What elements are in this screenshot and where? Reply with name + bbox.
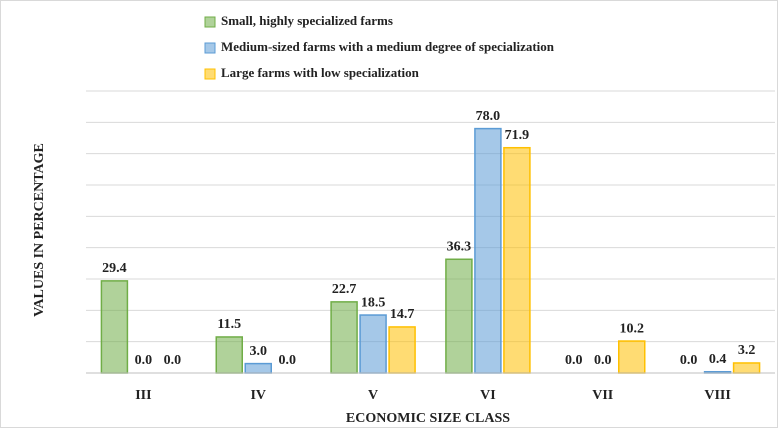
bar	[244, 362, 272, 374]
legend-label: Large farms with low specialization	[221, 65, 420, 80]
data-label: 0.0	[565, 353, 583, 368]
data-label: 0.0	[680, 353, 698, 368]
data-label: 0.0	[164, 353, 182, 368]
y-axis-title: VALUES IN PERCENTAGE	[32, 143, 47, 317]
legend-swatch	[204, 42, 216, 54]
x-tick-label: VI	[480, 388, 496, 403]
legend-swatch	[204, 16, 216, 28]
bar	[445, 258, 473, 374]
bar	[474, 127, 502, 374]
x-tick-label: III	[135, 388, 151, 403]
data-label: 29.4	[102, 261, 127, 276]
bar	[618, 340, 646, 374]
legend-swatch	[204, 68, 216, 80]
data-label: 36.3	[447, 239, 472, 254]
x-tick-label: V	[368, 388, 378, 403]
data-label: 18.5	[361, 295, 386, 310]
data-label: 10.2	[620, 321, 645, 336]
x-tick-label: VIII	[704, 388, 730, 403]
bar	[215, 336, 243, 374]
data-label: 3.2	[738, 343, 756, 358]
bar	[732, 362, 761, 374]
data-label: 0.0	[135, 353, 153, 368]
bar	[503, 146, 531, 374]
data-label: 14.7	[390, 307, 415, 322]
x-tick-label: VII	[592, 388, 613, 403]
data-label: 0.4	[709, 352, 727, 367]
data-label: 0.0	[594, 353, 612, 368]
data-label: 0.0	[279, 353, 297, 368]
data-label: 3.0	[250, 344, 268, 359]
x-axis-title: ECONOMIC SIZE CLASS	[346, 411, 510, 426]
legend-label: Small, highly specialized farms	[221, 13, 393, 28]
bar	[100, 280, 129, 374]
bar	[359, 314, 387, 374]
data-label: 71.9	[505, 128, 530, 143]
data-label: 11.5	[217, 317, 241, 332]
bar	[330, 301, 358, 374]
legend-label: Medium-sized farms with a medium degree …	[221, 39, 555, 54]
x-tick-label: IV	[250, 388, 266, 403]
data-label: 78.0	[476, 109, 501, 124]
data-label: 22.7	[332, 282, 357, 297]
bar	[388, 326, 416, 374]
